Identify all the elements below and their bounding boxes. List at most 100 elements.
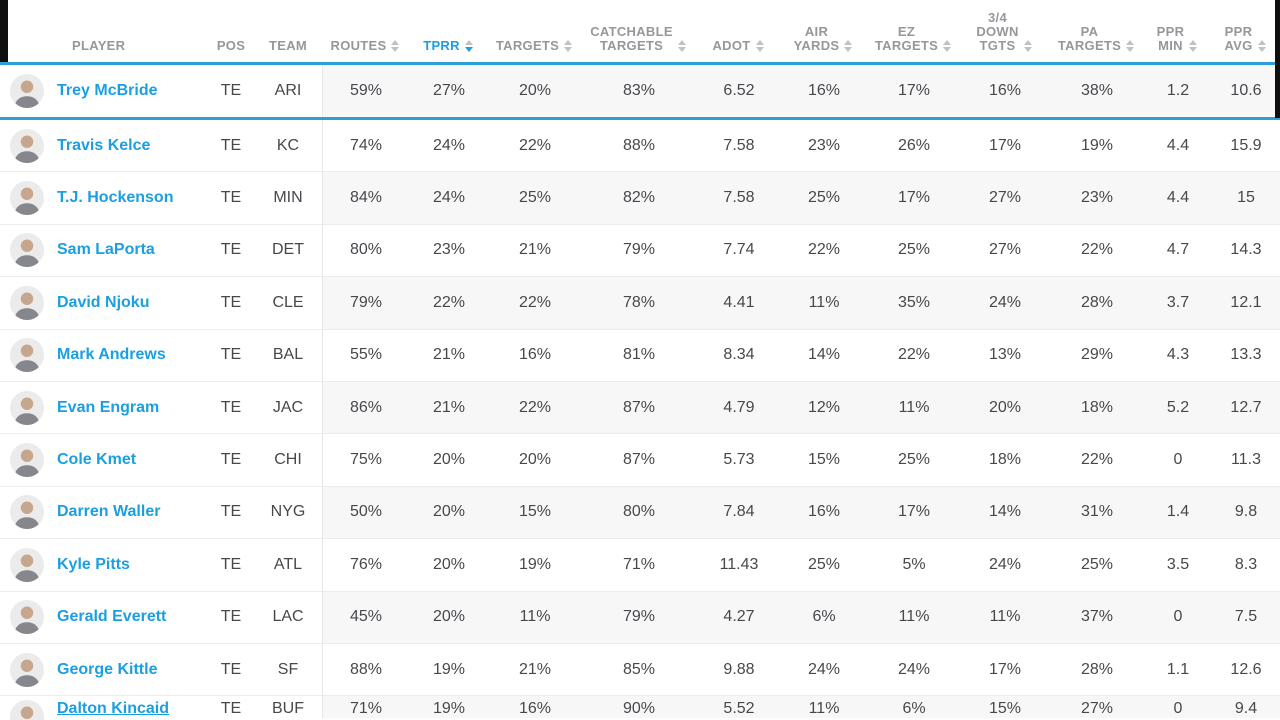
player-cell[interactable]: Travis Kelce: [0, 120, 208, 171]
player-cell[interactable]: T.J. Hockenson: [0, 172, 208, 223]
player-name-link[interactable]: Cole Kmet: [57, 451, 137, 469]
sort-icon-ez[interactable]: [943, 40, 952, 52]
player-avatar[interactable]: [10, 390, 44, 425]
sort-asc-arrow-icon[interactable]: [1189, 40, 1198, 45]
sort-asc-arrow-icon[interactable]: [677, 40, 686, 45]
sort-asc-arrow-icon[interactable]: [464, 40, 473, 45]
player-cell[interactable]: Mark Andrews: [0, 330, 208, 381]
sort-asc-arrow-icon[interactable]: [1126, 40, 1135, 45]
player-avatar[interactable]: [10, 181, 44, 216]
column-header-pa[interactable]: PA TARGETS: [1048, 25, 1144, 62]
sort-desc-arrow-icon[interactable]: [1257, 47, 1266, 52]
sort-desc-arrow-icon[interactable]: [943, 47, 952, 52]
sort-asc-arrow-icon[interactable]: [943, 40, 952, 45]
sort-asc-arrow-icon[interactable]: [391, 40, 400, 45]
player-name-link[interactable]: Trey McBride: [57, 82, 158, 99]
player-name-link[interactable]: Evan Engram: [57, 398, 160, 416]
player-avatar[interactable]: [10, 700, 44, 720]
stat-cell-pprmin: 5.2: [1166, 398, 1190, 416]
sort-desc-arrow-icon[interactable]: [1189, 47, 1198, 52]
stat-cell-ppravg: 15.9: [1230, 136, 1262, 154]
sort-icon-pprmin[interactable]: [1189, 40, 1198, 52]
sort-icon-pa[interactable]: [1126, 40, 1135, 52]
stat-cell-adot: 9.88: [723, 660, 755, 678]
stat-cell-pa: 29%: [1080, 346, 1114, 364]
sort-desc-arrow-icon[interactable]: [464, 47, 473, 52]
player-cell[interactable]: Trey McBride: [0, 65, 208, 117]
player-name-link[interactable]: Travis Kelce: [57, 136, 151, 154]
sort-desc-arrow-icon[interactable]: [1126, 47, 1135, 52]
player-avatar[interactable]: [10, 547, 44, 582]
player-cell[interactable]: Cole Kmet: [0, 434, 208, 485]
position-cell: TE: [220, 608, 242, 626]
position-cell: TE: [220, 503, 242, 521]
player-avatar[interactable]: [10, 128, 44, 163]
sort-icon-airyards[interactable]: [844, 40, 853, 52]
column-header-airyards[interactable]: AIR YARDS: [780, 25, 866, 62]
column-header-adot[interactable]: ADOT: [696, 39, 780, 62]
stat-cell-routes: 84%: [349, 189, 383, 207]
sort-desc-arrow-icon[interactable]: [755, 47, 764, 52]
table-row: Evan Engram TE JAC 86% 21% 22% 87% 4.79 12% 11% 20…: [0, 381, 1280, 435]
sort-desc-arrow-icon[interactable]: [564, 47, 573, 52]
sort-asc-arrow-icon[interactable]: [1257, 40, 1266, 45]
player-cell[interactable]: George Kittle: [0, 644, 208, 695]
column-header-tprr[interactable]: TPRR: [408, 39, 488, 62]
sort-desc-arrow-icon[interactable]: [844, 47, 853, 52]
sort-asc-arrow-icon[interactable]: [755, 40, 764, 45]
player-cell[interactable]: Sam LaPorta: [0, 225, 208, 276]
stat-cell-pprmin: 1.1: [1166, 660, 1190, 678]
player-avatar[interactable]: [10, 600, 44, 635]
player-cell[interactable]: Darren Waller: [0, 487, 208, 538]
player-cell[interactable]: Kyle Pitts: [0, 539, 208, 590]
stat-cell-targets: 21%: [518, 241, 552, 259]
player-name-link[interactable]: Mark Andrews: [57, 346, 166, 364]
player-name-link[interactable]: T.J. Hockenson: [57, 189, 174, 207]
sort-icon-routes[interactable]: [391, 40, 400, 52]
player-avatar[interactable]: [10, 338, 44, 373]
column-header-label-ez: EZ TARGETS: [874, 24, 939, 53]
player-avatar[interactable]: [10, 233, 44, 268]
sort-icon-down34[interactable]: [1023, 40, 1032, 52]
player-name-link[interactable]: Darren Waller: [57, 503, 161, 521]
player-name-link[interactable]: David Njoku: [57, 293, 150, 311]
row-stat-columns: 45% 20% 11% 79% 4.27 6% 11% 11% 37% 0 7.5: [322, 591, 1280, 643]
column-header-down34[interactable]: 3/4 DOWN TGTS: [960, 11, 1048, 62]
sort-icon-targets[interactable]: [564, 40, 573, 52]
player-avatar[interactable]: [10, 285, 44, 320]
player-name-link[interactable]: Dalton Kincaid: [57, 700, 170, 718]
sort-desc-arrow-icon[interactable]: [391, 47, 400, 52]
column-header-ppravg[interactable]: PPR AVG: [1210, 25, 1280, 62]
player-name-link[interactable]: Sam LaPorta: [57, 241, 155, 259]
player-name-link[interactable]: Gerald Everett: [57, 608, 167, 626]
sort-asc-arrow-icon[interactable]: [1023, 40, 1032, 45]
column-header-pprmin[interactable]: PPR MIN: [1144, 25, 1210, 62]
sort-asc-arrow-icon[interactable]: [564, 40, 573, 45]
player-avatar[interactable]: [10, 443, 44, 478]
sort-asc-arrow-icon[interactable]: [844, 40, 853, 45]
player-name-link[interactable]: George Kittle: [57, 660, 158, 678]
sort-desc-arrow-icon[interactable]: [1023, 47, 1032, 52]
player-cell[interactable]: Dalton Kincaid: [0, 696, 208, 720]
player-cell[interactable]: David Njoku: [0, 277, 208, 328]
player-avatar[interactable]: [10, 495, 44, 530]
column-header-player: PLAYER: [0, 39, 208, 62]
sort-icon-catchable[interactable]: [677, 40, 686, 52]
player-cell[interactable]: Gerald Everett: [0, 592, 208, 643]
player-cell[interactable]: Evan Engram: [0, 382, 208, 433]
column-header-catchable[interactable]: CATCHABLE TARGETS: [580, 25, 696, 62]
position-cell: TE: [220, 241, 242, 259]
column-header-ez[interactable]: EZ TARGETS: [866, 25, 960, 62]
player-avatar[interactable]: [10, 652, 44, 687]
stat-cell-targets: 20%: [518, 82, 552, 99]
row-fixed-columns: Trey McBride TE ARI: [0, 65, 322, 117]
sort-icon-adot[interactable]: [755, 40, 764, 52]
player-avatar[interactable]: [10, 74, 44, 108]
sort-icon-tprr[interactable]: [464, 40, 473, 52]
column-header-routes[interactable]: ROUTES: [322, 39, 408, 62]
player-name-link[interactable]: Kyle Pitts: [57, 555, 130, 573]
sort-desc-arrow-icon[interactable]: [677, 47, 686, 52]
column-header-targets[interactable]: TARGETS: [488, 39, 580, 62]
sort-icon-ppravg[interactable]: [1257, 40, 1266, 52]
